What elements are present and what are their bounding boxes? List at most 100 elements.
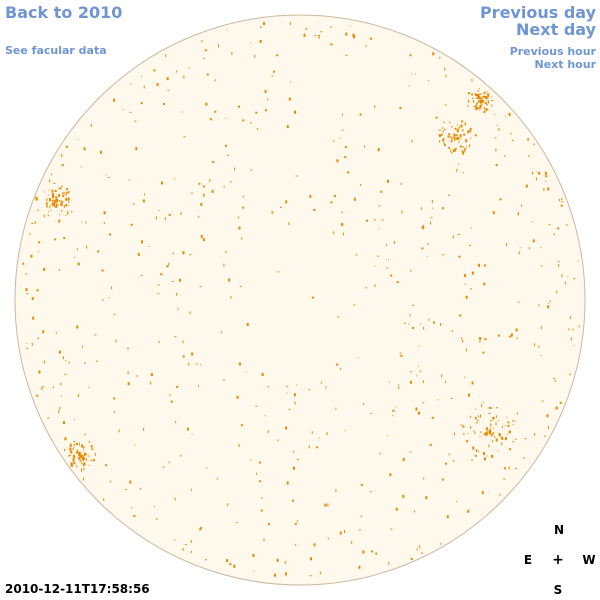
facula-mark <box>263 538 265 542</box>
facula-mark <box>506 417 508 418</box>
facula-mark <box>358 565 361 569</box>
facula-mark <box>508 466 510 470</box>
facula-mark <box>344 430 346 432</box>
facula-mark <box>55 332 57 334</box>
next-hour-link[interactable]: Next hour <box>534 58 597 71</box>
facula-mark <box>61 185 63 188</box>
facula-mark <box>448 453 450 456</box>
previous-day-link[interactable]: Previous day <box>479 3 596 22</box>
facula-mark <box>454 147 457 149</box>
facula-mark <box>462 339 464 343</box>
facula-mark <box>134 120 137 122</box>
facula-mark <box>63 237 66 240</box>
facula-mark <box>82 455 85 457</box>
facula-mark <box>128 179 130 181</box>
facula-mark <box>85 458 87 461</box>
facula-mark <box>467 509 470 513</box>
facula-mark <box>216 477 218 480</box>
facula-mark <box>448 194 450 196</box>
facula-mark <box>396 281 399 284</box>
facula-mark <box>174 336 177 338</box>
facula-mark <box>547 187 550 191</box>
facula-mark <box>464 274 467 278</box>
facula-mark <box>235 522 238 524</box>
facula-mark <box>83 147 86 151</box>
facula-mark <box>245 371 247 373</box>
facula-mark <box>362 550 365 554</box>
facula-mark <box>190 192 193 194</box>
facula-mark <box>444 380 446 383</box>
facula-mark <box>237 216 239 219</box>
facula-mark <box>92 459 95 462</box>
facula-mark <box>290 81 292 83</box>
facula-mark <box>438 134 441 137</box>
facula-mark <box>209 179 211 183</box>
facula-mark <box>455 137 458 139</box>
facula-mark <box>507 421 509 424</box>
facula-mark <box>69 443 72 447</box>
facula-mark <box>130 223 133 226</box>
facula-mark <box>258 461 261 464</box>
facula-mark <box>59 406 61 410</box>
facula-mark <box>308 389 311 391</box>
facula-mark <box>52 195 54 199</box>
facula-mark <box>48 189 50 191</box>
previous-hour-link[interactable]: Previous hour <box>509 45 596 58</box>
facula-mark <box>460 424 463 426</box>
back-to-year-link[interactable]: Back to 2010 <box>5 3 123 22</box>
facula-mark <box>448 146 451 149</box>
facula-mark <box>517 301 520 303</box>
facula-mark <box>451 137 453 141</box>
next-day-link[interactable]: Next day <box>516 20 596 39</box>
facula-mark <box>64 449 65 452</box>
facula-mark <box>386 244 387 247</box>
facula-mark <box>478 88 480 90</box>
facula-mark <box>81 461 83 464</box>
facula-mark <box>318 437 320 439</box>
facula-mark <box>508 112 511 116</box>
facula-mark <box>482 93 484 95</box>
facula-mark <box>471 78 473 82</box>
facula-mark <box>491 434 493 437</box>
facula-mark <box>489 431 492 435</box>
facula-mark <box>458 255 461 258</box>
facula-mark <box>419 370 422 372</box>
facula-mark <box>84 462 86 465</box>
facula-mark <box>206 467 208 469</box>
facula-mark <box>554 380 557 382</box>
facula-mark <box>263 22 265 26</box>
facula-mark <box>273 70 275 73</box>
facula-mark <box>242 195 244 198</box>
facula-mark <box>54 238 57 241</box>
facula-mark <box>482 351 485 354</box>
facula-mark <box>127 371 129 375</box>
facula-mark <box>437 399 439 401</box>
facula-mark <box>333 231 335 235</box>
facula-mark <box>428 318 430 321</box>
facula-mark <box>90 445 93 448</box>
facula-mark <box>51 189 54 192</box>
facula-mark <box>324 503 327 507</box>
facular-data-link[interactable]: See facular data <box>5 44 107 57</box>
facula-mark <box>139 487 141 490</box>
facula-mark <box>277 271 280 273</box>
facula-mark <box>103 211 106 215</box>
facula-mark <box>284 560 286 564</box>
facula-mark <box>84 433 86 436</box>
facula-mark <box>46 203 48 207</box>
facula-mark <box>452 134 454 135</box>
facula-mark <box>200 527 203 530</box>
facula-mark <box>267 98 269 101</box>
facula-mark <box>451 329 453 332</box>
facula-mark <box>441 207 444 210</box>
facula-mark <box>515 328 518 332</box>
facula-mark <box>47 214 49 217</box>
facula-mark <box>466 440 469 443</box>
facula-mark <box>260 497 263 499</box>
facula-mark <box>476 107 478 110</box>
facula-mark <box>68 205 70 207</box>
facula-mark <box>311 296 314 299</box>
facula-mark <box>461 120 464 123</box>
facula-mark <box>293 393 296 397</box>
facula-mark <box>42 386 45 388</box>
